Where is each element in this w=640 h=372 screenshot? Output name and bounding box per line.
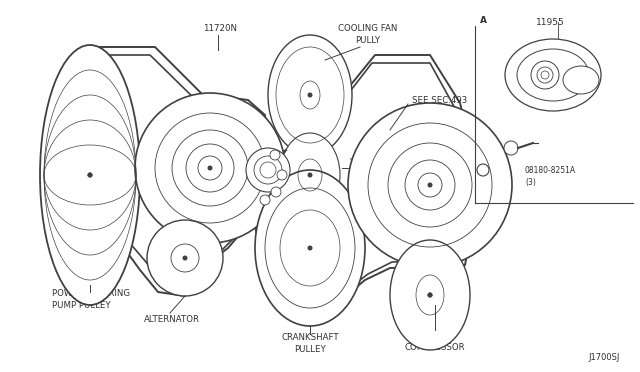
- Text: WATER PUMP: WATER PUMP: [350, 157, 407, 167]
- Circle shape: [207, 166, 212, 170]
- Ellipse shape: [280, 133, 340, 217]
- Text: 11955: 11955: [536, 17, 564, 26]
- Circle shape: [428, 183, 433, 187]
- Circle shape: [271, 187, 281, 197]
- Text: (3): (3): [525, 177, 536, 186]
- Text: 08180-8251A: 08180-8251A: [525, 166, 576, 174]
- Ellipse shape: [255, 170, 365, 326]
- Circle shape: [277, 170, 287, 180]
- Text: COOLING FAN: COOLING FAN: [339, 23, 397, 32]
- Circle shape: [88, 173, 93, 177]
- Circle shape: [260, 195, 270, 205]
- Text: PULLY: PULLY: [350, 170, 375, 179]
- Text: ALTERNATOR: ALTERNATOR: [144, 315, 200, 324]
- Circle shape: [348, 103, 512, 267]
- Text: COMPRESSOR: COMPRESSOR: [404, 343, 465, 352]
- Text: AIRCON: AIRCON: [419, 330, 452, 340]
- Text: CRANKSHAFT: CRANKSHAFT: [281, 334, 339, 343]
- Circle shape: [254, 156, 282, 184]
- Ellipse shape: [563, 66, 599, 94]
- Circle shape: [428, 292, 433, 298]
- Circle shape: [307, 93, 312, 97]
- Text: 11720N: 11720N: [203, 23, 237, 32]
- Circle shape: [531, 61, 559, 89]
- Text: PULLY: PULLY: [355, 35, 381, 45]
- Ellipse shape: [390, 240, 470, 350]
- Circle shape: [88, 173, 93, 177]
- Text: A: A: [480, 16, 487, 25]
- Circle shape: [504, 141, 518, 155]
- Circle shape: [135, 93, 285, 243]
- Circle shape: [270, 150, 280, 160]
- Text: PUMP PULLEY: PUMP PULLEY: [52, 301, 111, 310]
- Ellipse shape: [40, 45, 140, 305]
- Circle shape: [428, 292, 433, 298]
- Text: B: B: [481, 167, 485, 173]
- Ellipse shape: [505, 39, 601, 111]
- Text: A: A: [287, 144, 293, 153]
- Text: POWER STEERING: POWER STEERING: [52, 289, 130, 298]
- Circle shape: [307, 173, 312, 177]
- Circle shape: [147, 220, 223, 296]
- Text: J1700SJ: J1700SJ: [589, 353, 620, 362]
- Circle shape: [307, 246, 312, 250]
- Text: SEE SEC.493: SEE SEC.493: [412, 96, 467, 105]
- Circle shape: [246, 148, 290, 192]
- Circle shape: [182, 256, 188, 260]
- Ellipse shape: [268, 35, 352, 155]
- Circle shape: [260, 162, 276, 178]
- Text: PULLEY: PULLEY: [294, 346, 326, 355]
